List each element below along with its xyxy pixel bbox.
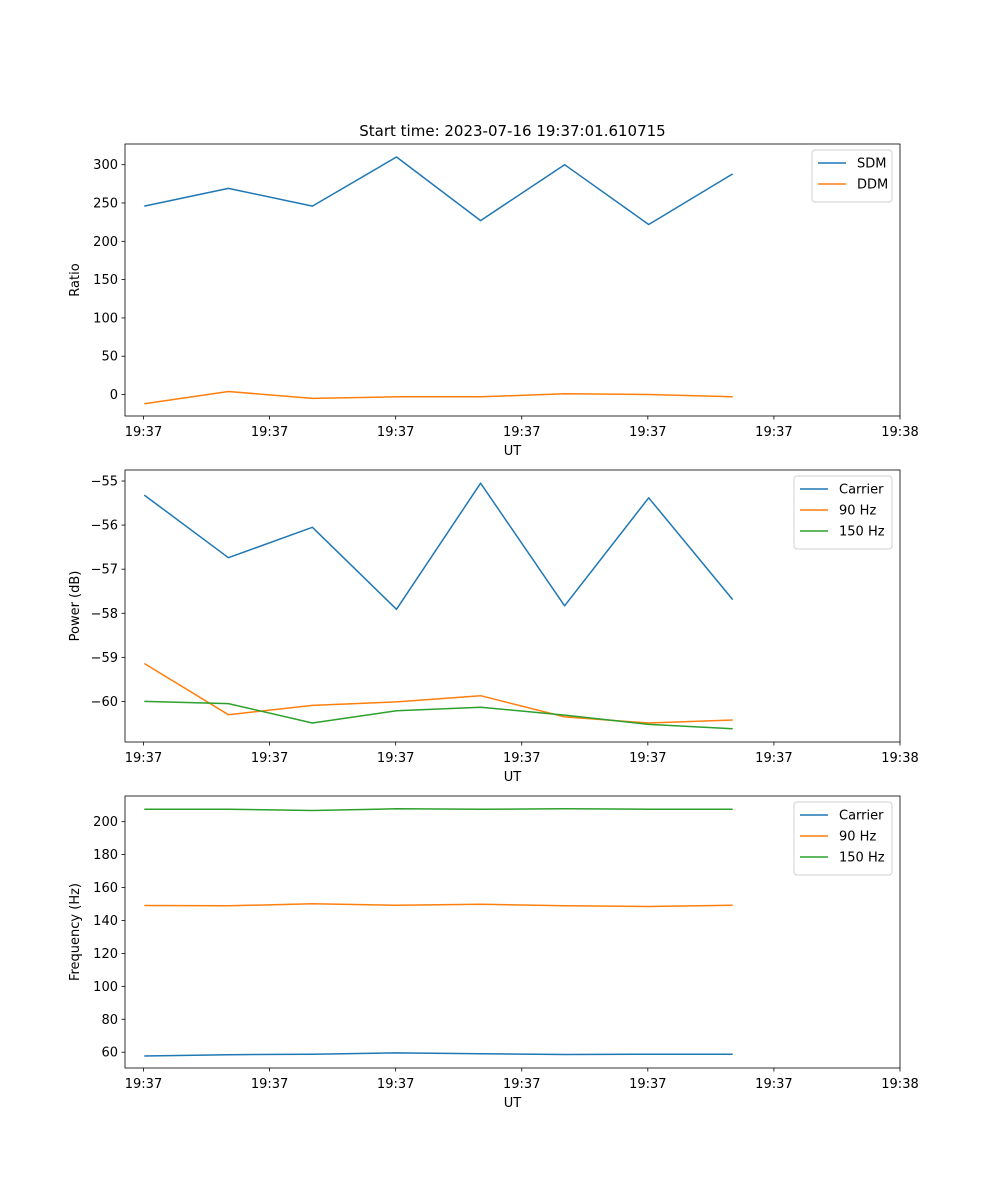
x-tick-label: 19:37 xyxy=(755,751,792,766)
y-tick-label: 300 xyxy=(93,158,118,173)
subplot-1: 19:37 19:37 19:37 19:37 19:37 19:37 19:38 0 50 10… xyxy=(68,143,919,459)
y-tick-label: −59 xyxy=(91,651,118,666)
series-line-ddm xyxy=(144,390,733,405)
x-axis-label: UT xyxy=(504,444,522,459)
series-line-90-hz xyxy=(143,662,733,724)
y-tick-label: 50 xyxy=(101,350,118,365)
legend: Carrier 90 Hz 150 Hz xyxy=(793,801,893,876)
subplot-2: 19:37 19:37 19:37 19:37 19:37 19:37 19:38 −60 −5… xyxy=(68,469,919,785)
x-tick-label: 19:37 xyxy=(377,1077,414,1092)
y-tick-label: 160 xyxy=(93,881,118,896)
x-tick-label: 19:37 xyxy=(125,425,162,440)
x-tick-label: 19:37 xyxy=(125,1077,162,1092)
series-line-sdm xyxy=(144,156,734,226)
x-axis-label: UT xyxy=(504,770,522,785)
y-tick-label: −60 xyxy=(91,695,118,710)
y-tick-label: 200 xyxy=(93,815,118,830)
y-tick-label: 150 xyxy=(93,273,118,288)
y-tick-label: 120 xyxy=(93,947,118,962)
legend-label: 150 Hz xyxy=(839,851,885,866)
y-tick-label: −57 xyxy=(91,563,118,578)
legend-label: 150 Hz xyxy=(839,525,885,540)
x-tick-label: 19:37 xyxy=(503,1077,540,1092)
x-tick-label: 19:37 xyxy=(125,751,162,766)
legend: Carrier 90 Hz 150 Hz xyxy=(793,475,893,550)
y-tick-label: 180 xyxy=(93,848,118,863)
x-tick-label: 19:37 xyxy=(251,1077,288,1092)
y-tick-label: −55 xyxy=(91,475,118,490)
legend-label: SDM xyxy=(857,157,886,172)
x-tick-label: 19:37 xyxy=(755,1077,792,1092)
x-tick-label: 19:38 xyxy=(881,425,918,440)
series-line-150-hz xyxy=(144,700,733,730)
y-tick-label: −56 xyxy=(91,519,118,534)
y-tick-label: 0 xyxy=(110,388,118,403)
legend-label: 90 Hz xyxy=(839,504,876,519)
legend-label: 90 Hz xyxy=(839,830,876,845)
y-tick-label: 60 xyxy=(101,1046,118,1061)
series-line-carrier xyxy=(144,1052,733,1057)
y-tick-label: −58 xyxy=(91,607,118,622)
axes-frame xyxy=(124,469,901,743)
series-line-carrier xyxy=(143,482,734,611)
y-axis-label: Frequency (Hz) xyxy=(68,883,83,981)
x-tick-label: 19:37 xyxy=(629,425,666,440)
x-tick-label: 19:37 xyxy=(251,751,288,766)
y-tick-label: 100 xyxy=(93,311,118,326)
x-tick-label: 19:37 xyxy=(629,751,666,766)
legend-label: Carrier xyxy=(839,809,884,824)
legend-label: Carrier xyxy=(839,483,884,498)
x-tick-label: 19:37 xyxy=(629,1077,666,1092)
subplot-3: 19:37 19:37 19:37 19:37 19:37 19:37 19:38 60 80 1… xyxy=(68,795,919,1111)
y-tick-label: 100 xyxy=(93,980,118,995)
x-tick-label: 19:37 xyxy=(377,425,414,440)
legend: SDM DDM xyxy=(811,149,893,203)
x-tick-label: 19:38 xyxy=(881,751,918,766)
x-tick-label: 19:37 xyxy=(251,425,288,440)
y-axis-label: Ratio xyxy=(68,263,83,296)
x-tick-label: 19:37 xyxy=(503,425,540,440)
x-tick-label: 19:37 xyxy=(377,751,414,766)
y-tick-label: 250 xyxy=(93,196,118,211)
x-tick-label: 19:38 xyxy=(881,1077,918,1092)
axes-frame xyxy=(124,795,901,1069)
plots: 19:37 19:37 19:37 19:37 19:37 19:37 19:38 0 50 10… xyxy=(68,143,919,1111)
legend-label: DDM xyxy=(857,178,888,193)
y-axis-label: Power (dB) xyxy=(68,571,83,642)
y-tick-label: 140 xyxy=(93,914,118,929)
x-tick-label: 19:37 xyxy=(503,751,540,766)
y-tick-label: 80 xyxy=(101,1013,118,1028)
x-tick-label: 19:37 xyxy=(755,425,792,440)
figure-title: Start time: 2023-07-16 19:37:01.610715 xyxy=(359,122,665,140)
x-axis-label: UT xyxy=(504,1096,522,1111)
y-tick-label: 200 xyxy=(93,235,118,250)
series-line-150-hz xyxy=(144,808,733,812)
series-line-90-hz xyxy=(144,903,733,908)
